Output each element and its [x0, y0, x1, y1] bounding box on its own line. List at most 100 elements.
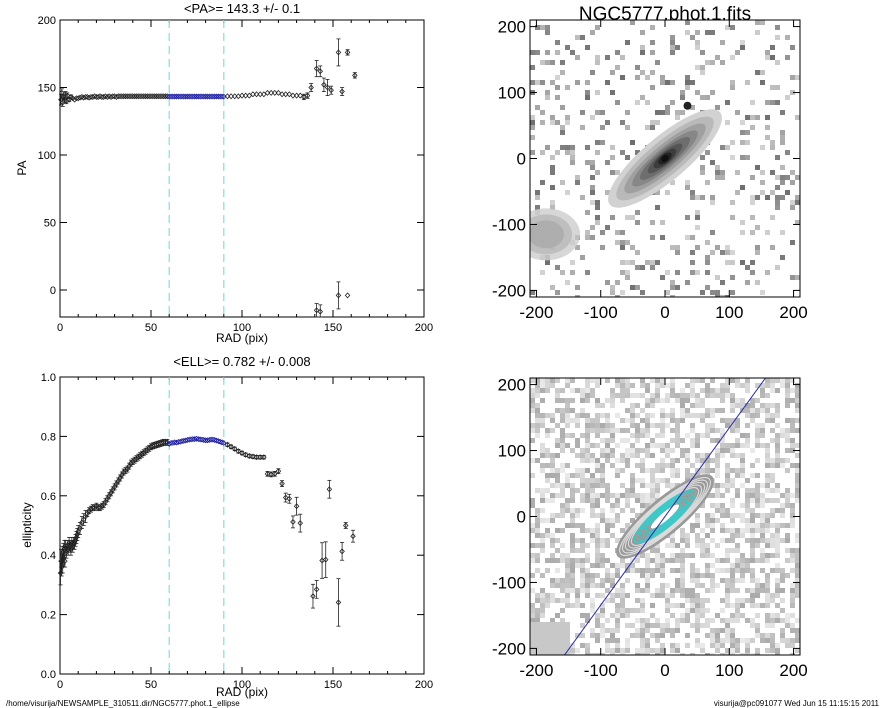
noise-pixel [690, 563, 695, 568]
noise-pixel [600, 623, 605, 628]
noise-pixel [640, 623, 645, 628]
noise-pixel [790, 493, 795, 498]
noise-pixel [660, 443, 665, 448]
noise-pixel [770, 598, 775, 603]
noise-pixel [580, 483, 585, 488]
noise-pixel [775, 498, 780, 503]
noise-pixel [775, 388, 780, 393]
noise-pixel [585, 160, 590, 165]
noise-pixel [635, 628, 640, 633]
noise-pixel [760, 583, 765, 588]
x-tick-label: 200 [779, 303, 807, 322]
noise-pixel [730, 418, 735, 423]
noise-pixel [700, 403, 705, 408]
noise-pixel [625, 260, 630, 265]
noise-pixel [610, 508, 615, 513]
noise-pixel [585, 230, 590, 235]
data-point [317, 308, 324, 315]
noise-pixel [695, 613, 700, 618]
noise-pixel [780, 463, 785, 468]
noise-pixel [585, 488, 590, 493]
noise-pixel [655, 443, 660, 448]
noise-pixel [670, 285, 675, 290]
noise-pixel [700, 528, 705, 533]
noise-pixel [760, 180, 765, 185]
noise-pixel [625, 568, 630, 573]
data-point [197, 436, 203, 443]
noise-pixel [650, 40, 655, 45]
noise-pixel [750, 548, 755, 553]
footer-file-path: /home/visurija/NEWSAMPLE_310511.dir/NGC5… [6, 699, 240, 708]
noise-pixel [735, 403, 740, 408]
noise-pixel [595, 170, 600, 175]
noise-pixel [725, 593, 730, 598]
noise-pixel [605, 80, 610, 85]
noise-pixel [650, 443, 655, 448]
noise-pixel [590, 225, 595, 230]
noise-pixel [550, 453, 555, 458]
noise-pixel [665, 423, 670, 428]
noise-pixel [590, 473, 595, 478]
noise-pixel [755, 498, 760, 503]
noise-pixel [555, 75, 560, 80]
noise-pixel [775, 488, 780, 493]
noise-pixel [590, 578, 595, 583]
noise-pixel [795, 573, 800, 578]
noise-pixel [790, 613, 795, 618]
noise-pixel [770, 633, 775, 638]
noise-pixel [735, 170, 740, 175]
noise-pixel [550, 468, 555, 473]
noise-pixel [660, 628, 665, 633]
noise-pixel [755, 528, 760, 533]
noise-pixel [545, 478, 550, 483]
noise-pixel [565, 408, 570, 413]
noise-pixel [725, 633, 730, 638]
noise-pixel [635, 413, 640, 418]
noise-pixel [740, 553, 745, 558]
noise-pixel [585, 388, 590, 393]
noise-pixel [725, 25, 730, 30]
noise-pixel [540, 538, 545, 543]
noise-pixel [685, 618, 690, 623]
noise-pixel [570, 573, 575, 578]
noise-pixel [775, 533, 780, 538]
noise-pixel [635, 618, 640, 623]
noise-pixel [625, 418, 630, 423]
noise-pixel [630, 245, 635, 250]
noise-pixel [730, 573, 735, 578]
noise-pixel [720, 628, 725, 633]
noise-pixel [695, 568, 700, 573]
noise-pixel [670, 388, 675, 393]
noise-pixel [705, 393, 710, 398]
noise-pixel [720, 170, 725, 175]
noise-pixel [645, 428, 650, 433]
noise-pixel [760, 190, 765, 195]
noise-pixel [745, 115, 750, 120]
noise-pixel [705, 468, 710, 473]
noise-pixel [625, 578, 630, 583]
noise-pixel [660, 648, 665, 653]
noise-pixel [650, 403, 655, 408]
noise-pixel [785, 428, 790, 433]
noise-pixel [630, 418, 635, 423]
noise-pixel [700, 598, 705, 603]
data-point [317, 68, 324, 75]
noise-pixel [785, 388, 790, 393]
noise-pixel [785, 533, 790, 538]
noise-pixel [655, 568, 660, 573]
noise-pixel [535, 608, 540, 613]
noise-pixel [560, 608, 565, 613]
noise-pixel [760, 553, 765, 558]
noise-pixel [580, 498, 585, 503]
noise-pixel [690, 608, 695, 613]
noise-pixel [715, 458, 720, 463]
noise-pixel [630, 453, 635, 458]
noise-pixel [705, 180, 710, 185]
noise-pixel [675, 418, 680, 423]
noise-pixel [690, 443, 695, 448]
noise-pixel [760, 538, 765, 543]
noise-pixel [600, 493, 605, 498]
y-tick-label: 0.0 [41, 669, 56, 681]
noise-pixel [685, 80, 690, 85]
noise-pixel [595, 443, 600, 448]
